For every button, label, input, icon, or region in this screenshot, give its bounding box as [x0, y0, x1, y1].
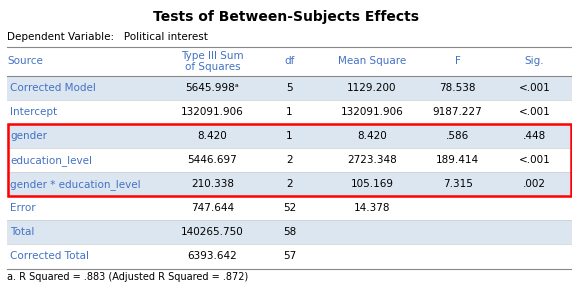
Text: Mean Square: Mean Square: [338, 57, 406, 67]
FancyBboxPatch shape: [7, 196, 572, 221]
Text: education_level: education_level: [10, 155, 92, 166]
Text: 9187.227: 9187.227: [433, 107, 482, 117]
Text: 52: 52: [282, 203, 296, 213]
Text: 189.414: 189.414: [436, 155, 479, 165]
Text: 14.378: 14.378: [354, 203, 390, 213]
Text: Error: Error: [10, 203, 36, 213]
Text: 1: 1: [286, 131, 293, 141]
Text: Corrected Total: Corrected Total: [10, 252, 89, 261]
Text: 132091.906: 132091.906: [181, 107, 244, 117]
Text: .586: .586: [446, 131, 469, 141]
Text: 5446.697: 5446.697: [187, 155, 237, 165]
Text: Corrected Model: Corrected Model: [10, 83, 96, 93]
FancyBboxPatch shape: [7, 148, 572, 172]
Text: 105.169: 105.169: [351, 179, 394, 189]
Text: 2: 2: [286, 155, 293, 165]
Text: 2723.348: 2723.348: [347, 155, 397, 165]
Text: gender * education_level: gender * education_level: [10, 179, 140, 190]
Text: Total: Total: [10, 227, 34, 237]
Text: 58: 58: [282, 227, 296, 237]
FancyBboxPatch shape: [7, 124, 572, 148]
Text: Intercept: Intercept: [10, 107, 57, 117]
Text: gender: gender: [10, 131, 47, 141]
Text: 78.538: 78.538: [439, 83, 476, 93]
Text: 57: 57: [282, 252, 296, 261]
Text: <.001: <.001: [519, 83, 551, 93]
Text: 1129.200: 1129.200: [347, 83, 397, 93]
Text: 8.420: 8.420: [357, 131, 387, 141]
Text: 6393.642: 6393.642: [187, 252, 237, 261]
Text: 8.420: 8.420: [198, 131, 227, 141]
Text: df: df: [284, 57, 295, 67]
Text: 140265.750: 140265.750: [181, 227, 244, 237]
Text: 1: 1: [286, 107, 293, 117]
Text: Sig.: Sig.: [525, 57, 544, 67]
FancyBboxPatch shape: [7, 244, 572, 268]
Text: Type III Sum
of Squares: Type III Sum of Squares: [181, 51, 244, 72]
Text: 132091.906: 132091.906: [341, 107, 403, 117]
Text: Tests of Between-Subjects Effects: Tests of Between-Subjects Effects: [154, 10, 419, 24]
FancyBboxPatch shape: [7, 100, 572, 124]
Text: Dependent Variable:   Political interest: Dependent Variable: Political interest: [7, 32, 208, 42]
Text: a. R Squared = .883 (Adjusted R Squared = .872): a. R Squared = .883 (Adjusted R Squared …: [7, 272, 248, 282]
Text: Source: Source: [7, 57, 43, 67]
Text: 7.315: 7.315: [442, 179, 473, 189]
Text: 747.644: 747.644: [191, 203, 234, 213]
Text: 2: 2: [286, 179, 293, 189]
FancyBboxPatch shape: [7, 76, 572, 100]
Text: 5645.998ᵃ: 5645.998ᵃ: [186, 83, 240, 93]
Text: <.001: <.001: [519, 107, 551, 117]
Text: F: F: [454, 57, 461, 67]
Text: 5: 5: [286, 83, 293, 93]
Text: 210.338: 210.338: [191, 179, 234, 189]
FancyBboxPatch shape: [7, 172, 572, 196]
Text: <.001: <.001: [519, 155, 551, 165]
Text: .448: .448: [523, 131, 546, 141]
FancyBboxPatch shape: [7, 221, 572, 244]
Text: .002: .002: [523, 179, 546, 189]
